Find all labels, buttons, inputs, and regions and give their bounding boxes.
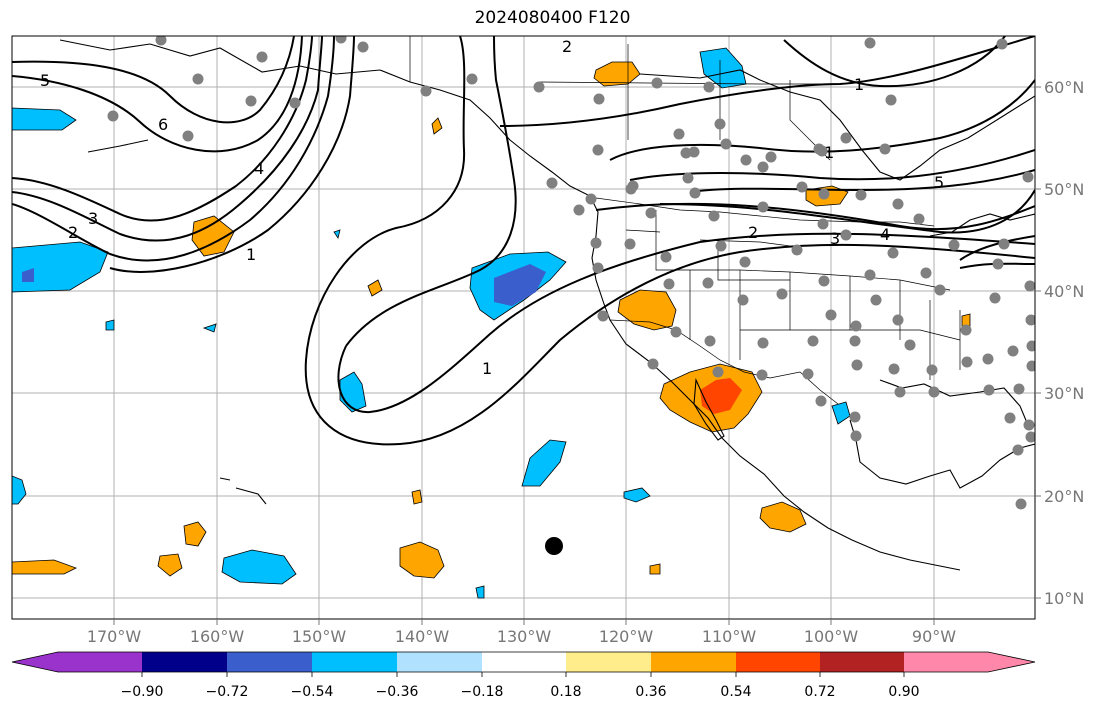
lat-label: 50°N — [1044, 180, 1084, 199]
lat-label: 10°N — [1044, 589, 1084, 608]
lat-label: 60°N — [1044, 78, 1084, 97]
lat-labels: 60°N 50°N 40°N 30°N 20°N 10°N — [1044, 78, 1084, 608]
negative-anomaly-regions — [12, 47, 851, 599]
colorbar-segment — [820, 652, 904, 672]
colorbar-tick-label: 0.36 — [635, 684, 666, 700]
contour-label: 2 — [562, 37, 572, 56]
contour-label: 1 — [482, 359, 492, 378]
lon-label: 110°W — [702, 627, 757, 646]
lon-label: 170°W — [87, 627, 142, 646]
contour-label: 2 — [68, 223, 78, 242]
contour-labels: 5 6 4 3 2 1 1 1 2 3 4 5 1 2 — [40, 37, 944, 378]
colorbar-segment — [736, 652, 820, 672]
lon-label: 140°W — [395, 627, 450, 646]
colorbar-tick-label: 0.18 — [550, 684, 581, 700]
colorbar: −0.90 −0.72 −0.54 −0.36 −0.18 0.18 0.36 … — [11, 651, 1036, 700]
contour-label: 1 — [824, 143, 834, 162]
colorbar-tick-label: −0.36 — [376, 684, 419, 700]
colorbar-segment — [651, 652, 736, 672]
colorbar-tick-label: −0.18 — [461, 684, 504, 700]
contour-label: 4 — [880, 225, 890, 244]
colorbar-extend-min — [12, 652, 142, 672]
contour-label: 1 — [854, 75, 864, 94]
colorbar-tick-label: −0.72 — [206, 684, 249, 700]
colorbar-segment — [142, 652, 227, 672]
lon-label: 160°W — [190, 627, 245, 646]
colorbar-segment — [566, 652, 651, 672]
lat-ticks — [1035, 86, 1041, 599]
borders — [409, 36, 961, 405]
lon-labels: 170°W 160°W 150°W 140°W 130°W 120°W 110°… — [87, 627, 956, 646]
contour-label: 5 — [40, 71, 50, 90]
lon-label: 150°W — [292, 627, 347, 646]
colorbar-tick-label: 0.72 — [804, 684, 835, 700]
storm-center-marker — [545, 537, 563, 555]
colorbar-tick-label: 0.90 — [888, 684, 919, 700]
lon-label: 100°W — [804, 627, 859, 646]
lat-label: 40°N — [1044, 282, 1084, 301]
plot-title: 2024080400 F120 — [474, 8, 631, 28]
contour-label: 3 — [830, 229, 840, 248]
contour-label: 5 — [934, 173, 944, 192]
contour-label: 4 — [254, 159, 264, 178]
colorbar-extend-max — [904, 652, 1035, 672]
station-markers — [107, 36, 1035, 510]
colorbar-segment — [397, 652, 482, 672]
contour-label: 6 — [158, 115, 168, 134]
lon-label: 120°W — [599, 627, 654, 646]
contour-label: 1 — [246, 245, 256, 264]
map-area: 5 6 4 3 2 1 1 1 2 3 4 5 1 2 — [12, 36, 1035, 619]
colorbar-tick-label: 0.54 — [720, 684, 751, 700]
positive-anomaly-regions — [12, 61, 971, 579]
colorbar-tick-label: −0.90 — [121, 684, 164, 700]
colorbar-outline — [11, 651, 1036, 673]
lat-label: 30°N — [1044, 384, 1084, 403]
contour-label: 2 — [748, 223, 758, 242]
colorbar-segment — [482, 652, 566, 672]
lon-label: 130°W — [497, 627, 552, 646]
contour-label: 3 — [88, 209, 98, 228]
lat-label: 20°N — [1044, 487, 1084, 506]
lon-ticks — [113, 619, 935, 625]
colorbar-segment — [312, 652, 397, 672]
lon-label: 90°W — [912, 627, 956, 646]
colorbar-segment — [227, 652, 312, 672]
colorbar-tick-label: −0.54 — [291, 684, 334, 700]
